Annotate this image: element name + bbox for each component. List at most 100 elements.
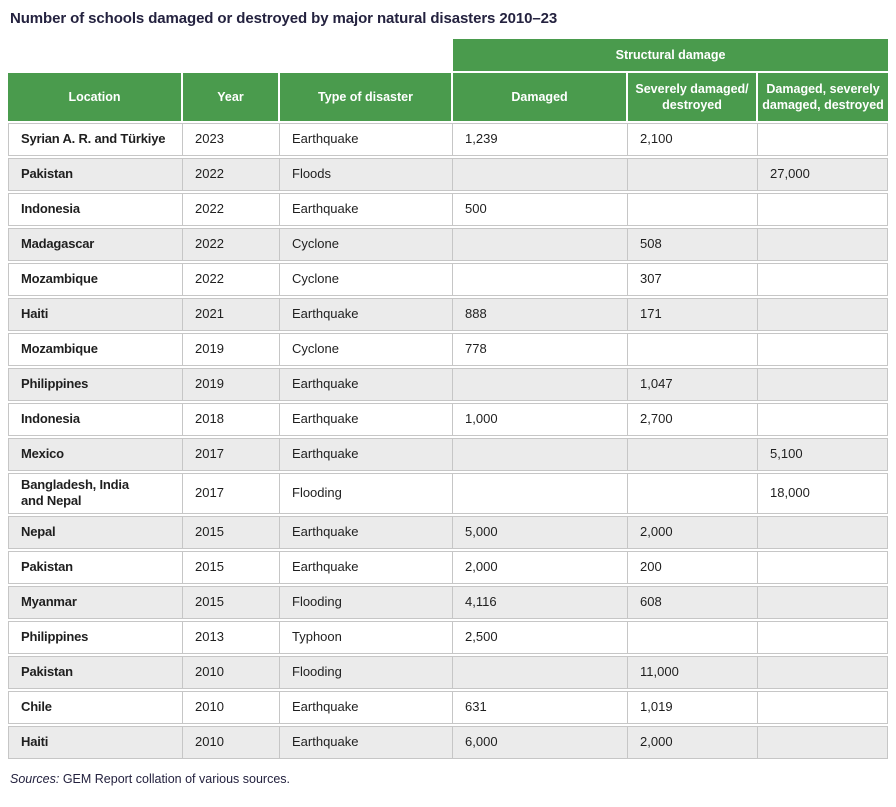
cell-location: Haiti (8, 298, 183, 331)
disaster-table: Structural damage Location Year Type of … (8, 37, 889, 761)
cell-location: Nepal (8, 515, 183, 549)
cell-type-of-disaster: Earthquake (280, 438, 454, 471)
column-header-row: Location Year Type of disaster Damaged S… (8, 73, 889, 121)
cell-year: 2022 (183, 228, 280, 261)
cell-year: 2019 (183, 333, 280, 366)
cell-year: 2015 (183, 585, 280, 619)
table-row: Nepal 2015 Earthquake 5,000 2,000 (8, 515, 889, 549)
cell-damaged (453, 473, 629, 514)
table-row: Mexico 2017 Earthquake 5,100 (8, 438, 889, 471)
cell-severely-damaged-destroyed (628, 473, 759, 514)
cell-location: Pakistan (8, 655, 183, 689)
cell-type-of-disaster: Cyclone (280, 263, 454, 296)
column-header-year: Year (183, 73, 280, 121)
cell-damaged-severely-damaged-destroyed (758, 403, 889, 436)
cell-damaged: 6,000 (453, 725, 629, 759)
cell-damaged-severely-damaged-destroyed (758, 193, 889, 226)
cell-damaged (453, 368, 629, 401)
cell-damaged-severely-damaged-destroyed (758, 655, 889, 689)
cell-severely-damaged-destroyed: 1,019 (628, 690, 759, 724)
cell-year: 2010 (183, 725, 280, 759)
cell-severely-damaged-destroyed: 1,047 (628, 368, 759, 401)
table-row: Chile 2010 Earthquake 631 1,019 (8, 690, 889, 724)
cell-location: Chile (8, 690, 183, 724)
cell-location: Myanmar (8, 585, 183, 619)
cell-damaged-severely-damaged-destroyed (758, 585, 889, 619)
cell-damaged: 5,000 (453, 515, 629, 549)
group-header-row: Structural damage (8, 39, 889, 71)
cell-severely-damaged-destroyed: 2,000 (628, 515, 759, 549)
cell-type-of-disaster: Cyclone (280, 333, 454, 366)
cell-type-of-disaster: Flooding (280, 473, 454, 514)
table-row: Haiti 2021 Earthquake 888 171 (8, 298, 889, 331)
cell-damaged (453, 263, 629, 296)
cell-severely-damaged-destroyed: 2,000 (628, 725, 759, 759)
table-row: Myanmar 2015 Flooding 4,116 608 (8, 585, 889, 619)
column-header-severely-damaged-destroyed: Severely damaged/ destroyed (628, 73, 759, 121)
cell-damaged: 500 (453, 193, 629, 226)
cell-year: 2022 (183, 193, 280, 226)
cell-damaged-severely-damaged-destroyed (758, 515, 889, 549)
cell-year: 2013 (183, 620, 280, 654)
cell-year: 2017 (183, 438, 280, 471)
column-header-location: Location (8, 73, 183, 121)
page-title: Number of schools damaged or destroyed b… (10, 10, 558, 27)
cell-severely-damaged-destroyed: 171 (628, 298, 759, 331)
cell-type-of-disaster: Earthquake (280, 123, 454, 156)
group-header-structural-damage: Structural damage (453, 39, 889, 71)
table-row: Haiti 2010 Earthquake 6,000 2,000 (8, 725, 889, 759)
cell-year: 2015 (183, 515, 280, 549)
cell-type-of-disaster: Earthquake (280, 725, 454, 759)
cell-damaged-severely-damaged-destroyed (758, 725, 889, 759)
cell-severely-damaged-destroyed: 11,000 (628, 655, 759, 689)
cell-severely-damaged-destroyed (628, 193, 759, 226)
cell-year: 2010 (183, 655, 280, 689)
cell-damaged: 888 (453, 298, 629, 331)
cell-year: 2010 (183, 690, 280, 724)
cell-type-of-disaster: Earthquake (280, 550, 454, 584)
cell-type-of-disaster: Earthquake (280, 298, 454, 331)
cell-location: Syrian A. R. and Türkiye (8, 123, 183, 156)
table-body: Syrian A. R. and Türkiye 2023 Earthquake 1,… (8, 123, 889, 759)
cell-damaged-severely-damaged-destroyed: 5,100 (758, 438, 889, 471)
cell-damaged-severely-damaged-destroyed (758, 620, 889, 654)
cell-location: Philippines (8, 368, 183, 401)
cell-severely-damaged-destroyed: 608 (628, 585, 759, 619)
table-row: Syrian A. R. and Türkiye 2023 Earthquake 1,… (8, 123, 889, 156)
cell-damaged-severely-damaged-destroyed (758, 228, 889, 261)
group-header-spacer (8, 39, 453, 71)
source-note: Sources: GEM Report collation of various… (10, 772, 888, 786)
cell-damaged: 2,500 (453, 620, 629, 654)
cell-damaged-severely-damaged-destroyed (758, 368, 889, 401)
cell-year: 2023 (183, 123, 280, 156)
cell-location: Pakistan (8, 158, 183, 191)
cell-damaged-severely-damaged-destroyed: 18,000 (758, 473, 889, 514)
column-header-type-of-disaster: Type of disaster (280, 73, 454, 121)
cell-year: 2022 (183, 158, 280, 191)
cell-damaged: 4,116 (453, 585, 629, 619)
cell-location: Mexico (8, 438, 183, 471)
cell-damaged (453, 158, 629, 191)
table-row: Pakistan 2010 Flooding 11,000 (8, 655, 889, 689)
cell-type-of-disaster: Flooding (280, 585, 454, 619)
cell-damaged (453, 228, 629, 261)
cell-year: 2021 (183, 298, 280, 331)
cell-severely-damaged-destroyed (628, 158, 759, 191)
cell-severely-damaged-destroyed (628, 333, 759, 366)
cell-year: 2017 (183, 473, 280, 514)
cell-damaged (453, 438, 629, 471)
cell-damaged-severely-damaged-destroyed (758, 550, 889, 584)
cell-type-of-disaster: Earthquake (280, 690, 454, 724)
cell-type-of-disaster: Typhoon (280, 620, 454, 654)
column-header-damaged-severely-damaged-destroyed: Damaged, severely damaged, destroyed (758, 73, 889, 121)
cell-type-of-disaster: Floods (280, 158, 454, 191)
cell-type-of-disaster: Cyclone (280, 228, 454, 261)
cell-location: Philippines (8, 620, 183, 654)
cell-severely-damaged-destroyed: 2,700 (628, 403, 759, 436)
table-row: Bangladesh, India and Nepal 2017 Flooding 1… (8, 473, 889, 514)
cell-damaged: 2,000 (453, 550, 629, 584)
cell-location: Mozambique (8, 263, 183, 296)
cell-year: 2022 (183, 263, 280, 296)
cell-damaged-severely-damaged-destroyed (758, 690, 889, 724)
cell-severely-damaged-destroyed (628, 438, 759, 471)
